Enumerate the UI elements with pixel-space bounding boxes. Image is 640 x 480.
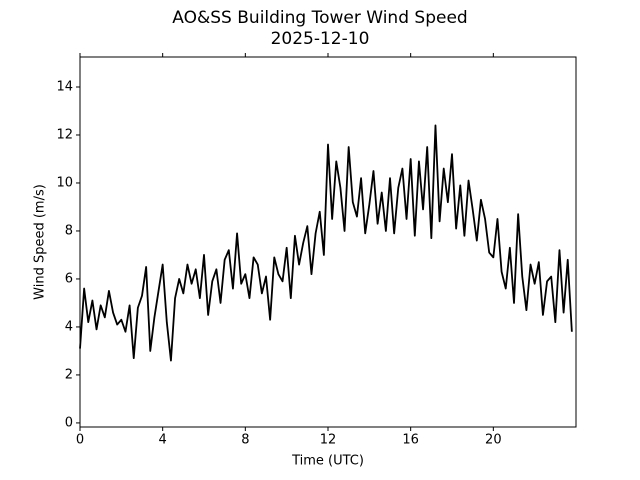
x-axis-label: Time (UTC) xyxy=(291,454,364,469)
y-tick-label: 12 xyxy=(56,127,73,142)
y-tick-label: 4 xyxy=(65,319,73,334)
y-tick-label: 8 xyxy=(65,223,73,238)
x-tick-label: 16 xyxy=(402,433,419,448)
y-tick-label: 14 xyxy=(56,79,73,94)
y-tick-label: 10 xyxy=(56,175,73,190)
y-axis-label: Wind Speed (m/s) xyxy=(33,184,48,300)
plot-frame xyxy=(79,56,577,428)
x-tick-label: 0 xyxy=(76,433,84,448)
chart-subtitle: 2025-12-10 xyxy=(271,29,370,49)
x-tick-label: 4 xyxy=(159,433,167,448)
x-tick-label: 20 xyxy=(485,433,502,448)
x-tick-label: 8 xyxy=(241,433,249,448)
y-tick-label: 0 xyxy=(65,415,73,430)
y-tick-label: 6 xyxy=(65,271,73,286)
x-tick-label: 12 xyxy=(320,433,337,448)
chart-title: AO&SS Building Tower Wind Speed xyxy=(172,8,467,28)
y-tick-label: 2 xyxy=(65,367,73,382)
line-series xyxy=(79,124,573,362)
